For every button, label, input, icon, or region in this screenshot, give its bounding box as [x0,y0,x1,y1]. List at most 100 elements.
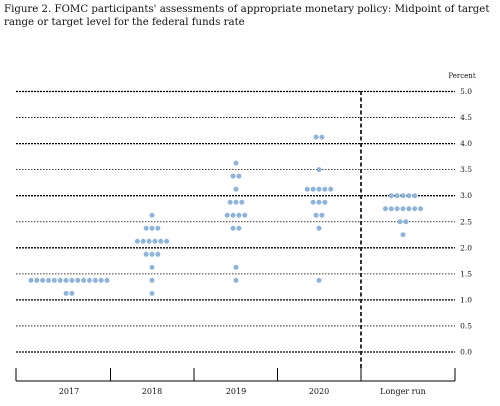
dot [149,264,155,270]
dot [242,212,248,218]
dot [140,238,146,244]
y-tick-label: 1.5 [460,269,472,278]
dot [322,199,328,205]
y-tick-label: 3.0 [460,191,472,200]
dot [57,277,63,283]
dots [28,134,424,296]
dot [230,212,236,218]
dot [230,225,236,231]
x-category-label: 2017 [59,387,79,396]
dot [81,277,87,283]
dot [310,186,316,192]
y-tick-label: 1.0 [460,295,472,304]
dot [239,199,245,205]
dot [149,212,155,218]
dot [149,251,155,257]
dot [233,277,239,283]
dot [310,199,316,205]
dot [86,277,92,283]
y-tick-label: 3.5 [460,165,472,174]
dot [75,277,81,283]
dot [313,212,319,218]
y-tick-label: 4.0 [460,139,472,148]
dot [63,290,69,296]
x-category-label: 2020 [309,387,329,396]
dot [134,238,140,244]
dot [236,212,242,218]
dot [394,206,400,212]
dot [92,277,98,283]
dot [319,212,325,218]
dot [143,251,149,257]
dot [233,186,239,192]
dot [316,277,322,283]
dot [230,173,236,179]
dot [104,277,110,283]
dot [227,199,233,205]
dot [388,206,394,212]
dot [146,238,152,244]
dot [236,173,242,179]
y-tick-label: 2.0 [460,243,472,252]
dot [149,290,155,296]
dot [46,277,52,283]
dot [149,225,155,231]
dot [412,206,418,212]
dot [28,277,34,283]
y-tick-label: 0.5 [460,321,472,330]
dot [403,219,409,225]
dot [388,193,394,199]
dot [224,212,230,218]
dot [397,219,403,225]
dot [143,225,149,231]
dot [382,206,388,212]
dot [328,186,334,192]
dot [400,206,406,212]
dot [164,238,170,244]
dot [158,238,164,244]
x-category-labels: 2017 2018 2019 2020 Longer run [59,387,426,396]
y-tick-labels: 0.0 0.5 1.0 1.5 2.0 2.5 3.0 3.5 4.0 4.5 5.0 [460,87,472,357]
dot [316,199,322,205]
dot [233,199,239,205]
dot [152,238,158,244]
dot [149,277,155,283]
dot [233,160,239,166]
dot [400,193,406,199]
dot [98,277,104,283]
y-axis-label: Percent [448,72,475,80]
x-category-label: Longer run [380,387,426,396]
dot [63,277,69,283]
x-axis [15,91,456,382]
dot [236,225,242,231]
x-category-label: 2019 [226,387,246,396]
dot [316,167,322,173]
gridlines [16,90,455,353]
dot [319,134,325,140]
dot [394,193,400,199]
dot [34,277,40,283]
y-tick-label: 4.5 [460,113,472,122]
dot [233,264,239,270]
y-tick-label: 5.0 [460,87,472,96]
dot [155,251,161,257]
dot [316,225,322,231]
dot [69,290,75,296]
dot [316,186,322,192]
figure-title: Figure 2. FOMC participants' assessments… [4,4,490,28]
dot [406,206,412,212]
dot [412,193,418,199]
dot [418,206,424,212]
dot [51,277,57,283]
y-tick-label: 0.0 [460,348,472,357]
dot [400,232,406,238]
dot [322,186,328,192]
dot [40,277,46,283]
dot [304,186,310,192]
dot [313,134,319,140]
dot [406,193,412,199]
dot [155,225,161,231]
dot [69,277,75,283]
x-category-label: 2018 [142,387,162,396]
